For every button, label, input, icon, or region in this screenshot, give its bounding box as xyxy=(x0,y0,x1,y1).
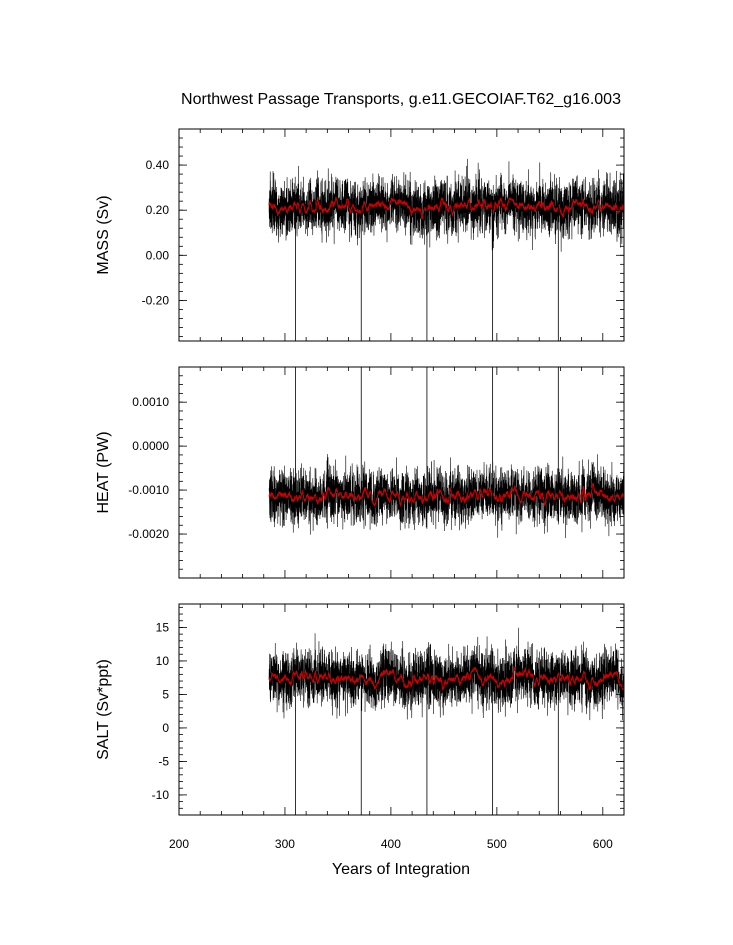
panel-frame-mass xyxy=(178,128,625,342)
x-tick-label: 500 xyxy=(487,837,507,851)
panel-frame-heat xyxy=(178,366,625,579)
x-tick-label: 400 xyxy=(381,837,401,851)
y-tick-label-heat: 0.0000 xyxy=(132,439,169,453)
y-tick-label-salt: -10 xyxy=(152,788,170,802)
y-tick-label-mass: -0.20 xyxy=(142,293,170,307)
panel-salt: -10 -5 0 5 10 15 SALT (Sv*ppt) xyxy=(95,603,625,816)
x-tick-label: 600 xyxy=(593,837,613,851)
series-annual-mean-line xyxy=(268,482,624,508)
y-tick-label-salt: 15 xyxy=(156,620,170,634)
series-annual-mean-line xyxy=(268,196,624,220)
y-tick-label-salt: 5 xyxy=(162,687,169,701)
series-monthly-line xyxy=(268,158,624,252)
panel-frame-salt xyxy=(178,603,625,816)
x-tick-label: 300 xyxy=(275,837,295,851)
x-axis-title: Years of Integration xyxy=(332,861,470,878)
panel-heat: -0.0020 -0.0010 0.0000 0.0010 HEAT (PW) xyxy=(95,366,625,579)
panel-mass: -0.20 0.00 0.20 0.40 MASS (Sv) xyxy=(95,128,625,342)
y-tick-label-heat: -0.0020 xyxy=(128,527,169,541)
y-tick-label-mass: 0.00 xyxy=(146,248,170,262)
plot-area-mass xyxy=(268,158,624,341)
y-axis-title-heat: HEAT (PW) xyxy=(95,431,112,513)
y-tick-label-mass: 0.40 xyxy=(146,158,170,172)
panels: -0.20 0.00 0.20 0.40 MASS (Sv) -0.0020 -0.0010… xyxy=(95,128,625,816)
plot-area-heat xyxy=(268,367,624,539)
y-tick-label-heat: -0.0010 xyxy=(128,483,169,497)
x-tick-label: 200 xyxy=(169,837,189,851)
y-axis-title-salt: SALT (Sv*ppt) xyxy=(95,659,112,760)
y-tick-label-heat: 0.0010 xyxy=(132,395,169,409)
series-monthly-line xyxy=(268,454,624,539)
plot-area-salt xyxy=(268,627,624,815)
chart-title: Northwest Passage Transports, g.e11.GECO… xyxy=(181,91,621,108)
y-tick-label-salt: -5 xyxy=(158,754,169,768)
series-annual-mean-line xyxy=(268,666,624,691)
y-tick-label-salt: 10 xyxy=(156,654,170,668)
series-monthly-line xyxy=(268,627,624,721)
y-tick-label-salt: 0 xyxy=(162,721,169,735)
y-tick-label-mass: 0.20 xyxy=(146,203,170,217)
x-axis-tick-labels: 200 300 400 500 600 xyxy=(169,837,613,851)
y-axis-title-mass: MASS (Sv) xyxy=(95,195,112,274)
